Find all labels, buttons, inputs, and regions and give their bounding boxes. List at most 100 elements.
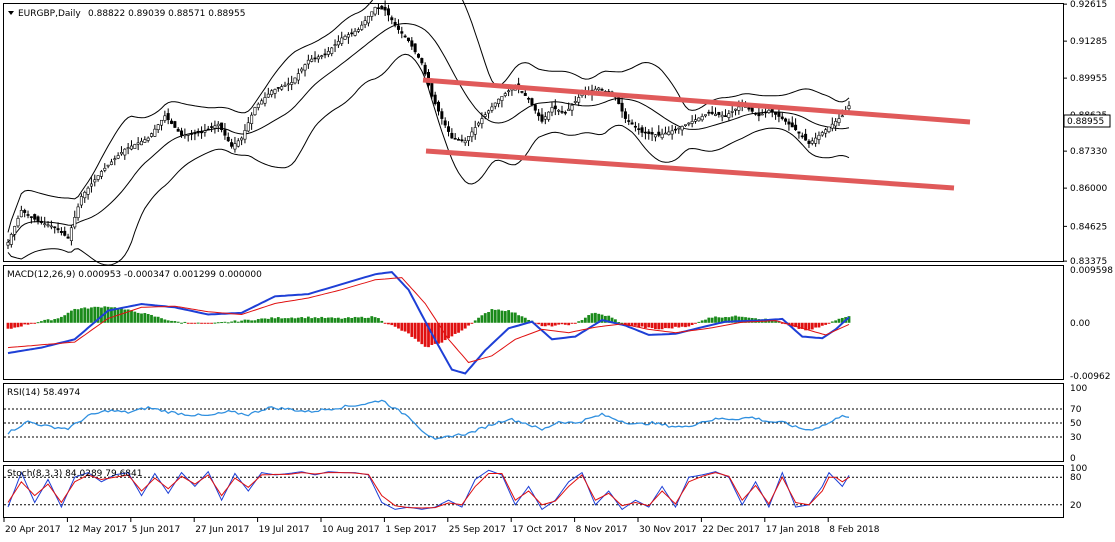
candle-body xyxy=(697,117,701,122)
rsi-plot xyxy=(4,399,1063,440)
candle-body xyxy=(79,196,83,206)
rsi-label: RSI(14) 58.4974 xyxy=(7,388,80,398)
macd-histogram-bar xyxy=(423,322,427,347)
candle-body xyxy=(36,216,40,222)
candle-body xyxy=(710,111,714,114)
macd-histogram-bar xyxy=(226,322,230,324)
candle-body xyxy=(270,90,274,95)
candle-body xyxy=(83,191,87,199)
macd-histogram-bar xyxy=(243,319,247,323)
candle-body xyxy=(39,220,43,223)
candle-body xyxy=(116,155,120,159)
candle-body xyxy=(63,230,67,236)
candle-body xyxy=(236,140,240,147)
price-panel[interactable] xyxy=(3,3,1064,262)
candle-body xyxy=(447,126,451,132)
macd-histogram-bar xyxy=(607,315,611,323)
macd-plot xyxy=(6,271,851,375)
macd-histogram-bar xyxy=(603,315,607,323)
stoch-label: Stoch(8,3,3) 84.0289 79.6841 xyxy=(7,469,142,479)
macd-histogram-bar xyxy=(266,318,270,323)
macd-histogram-bar xyxy=(373,317,377,323)
candle-body xyxy=(76,206,80,218)
macd-histogram-bar xyxy=(96,306,100,323)
macd-histogram-bar xyxy=(420,322,424,345)
macd-histogram-bar xyxy=(503,311,507,323)
candle-body xyxy=(683,124,687,127)
candle-body xyxy=(303,64,307,71)
macd-histogram-bar xyxy=(807,322,811,330)
candle-body xyxy=(6,242,10,246)
candle-body xyxy=(597,87,601,91)
price-tick-label: 0.89955 xyxy=(1070,74,1107,84)
candle-body xyxy=(677,127,681,130)
candle-body xyxy=(163,115,167,121)
macd-histogram-bar xyxy=(90,307,93,323)
macd-histogram-bar xyxy=(824,322,828,325)
candle-body xyxy=(26,214,30,216)
candle-body xyxy=(483,114,487,117)
candle-body xyxy=(293,77,297,84)
candle-body xyxy=(206,128,210,131)
macd-histogram-bar xyxy=(620,322,624,324)
macd-histogram-bar xyxy=(570,322,574,324)
candle-body xyxy=(423,64,427,75)
candle-body xyxy=(173,121,177,128)
macd-histogram-bar xyxy=(840,317,844,323)
candle-body xyxy=(363,20,367,25)
date-tick-label: 1 Sep 2017 xyxy=(385,525,436,535)
macd-histogram-bar xyxy=(497,309,500,323)
candle-body xyxy=(573,101,577,103)
candle-body xyxy=(777,111,781,117)
stoch-panel[interactable] xyxy=(3,465,1064,518)
candle-body xyxy=(86,187,90,195)
macd-histogram-bar xyxy=(690,322,694,325)
macd-histogram-bar xyxy=(66,312,70,323)
candle-body xyxy=(153,128,157,137)
candle-body xyxy=(340,37,344,44)
macd-histogram-bar xyxy=(270,317,274,323)
macd-histogram-bar xyxy=(357,317,360,323)
macd-histogram-bar xyxy=(306,316,310,323)
symbol-menu-icon[interactable] xyxy=(8,11,14,15)
macd-histogram-bar xyxy=(393,322,397,327)
candle-body xyxy=(450,132,454,139)
candle-body xyxy=(703,114,707,117)
macd-histogram-bar xyxy=(477,317,480,323)
macd-histogram-bar xyxy=(263,318,267,323)
macd-histogram-bar xyxy=(6,322,10,329)
macd-histogram-bar xyxy=(316,318,320,323)
lower-channel-line[interactable] xyxy=(425,148,955,191)
candle-body xyxy=(437,101,441,112)
macd-histogram-bar xyxy=(280,318,284,323)
candle-body xyxy=(547,111,551,120)
candle-body xyxy=(730,111,734,113)
candle-body xyxy=(473,127,477,135)
macd-histogram-bar xyxy=(360,316,364,323)
macd-label: MACD(12,26,9) 0.000953 -0.000347 0.00129… xyxy=(7,270,262,280)
macd-histogram-bar xyxy=(647,322,651,328)
macd-histogram-bar xyxy=(677,322,681,328)
price-tick-label: 0.92615 xyxy=(1070,0,1107,10)
macd-histogram-bar xyxy=(637,322,641,328)
candle-body xyxy=(830,123,834,129)
upper-channel-line[interactable] xyxy=(422,77,971,125)
candle-body xyxy=(623,111,627,119)
macd-histogram-bar xyxy=(53,319,57,323)
rsi-line xyxy=(7,399,850,440)
candle-body xyxy=(146,137,150,141)
candle-body xyxy=(533,104,537,111)
candle-body xyxy=(283,84,287,87)
candle-body xyxy=(460,139,464,142)
candle-body xyxy=(23,210,27,213)
candle-body xyxy=(296,73,300,81)
candle-body xyxy=(306,59,310,65)
macd-histogram-bar xyxy=(627,322,631,327)
macd-histogram-bar xyxy=(560,322,564,325)
macd-histogram-bar xyxy=(593,312,597,323)
price-tick-label: 0.86000 xyxy=(1070,184,1107,194)
candle-body xyxy=(687,122,691,125)
macd-histogram-bar xyxy=(780,322,784,324)
date-tick-label: 17 Jan 2018 xyxy=(766,525,820,535)
candle-body xyxy=(250,114,254,124)
